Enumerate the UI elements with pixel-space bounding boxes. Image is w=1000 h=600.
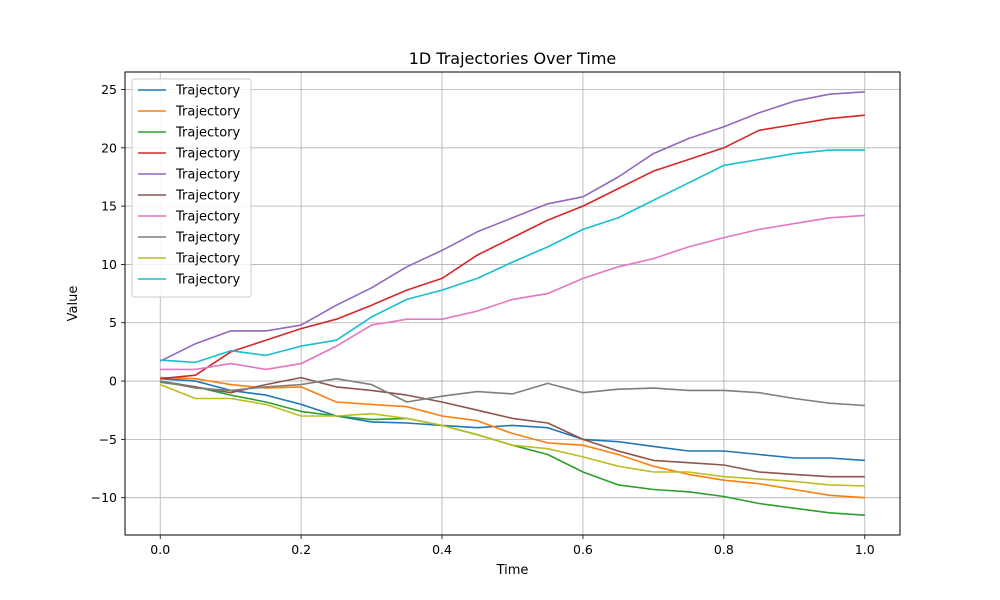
y-tick-label: 10 (101, 257, 117, 272)
legend-label: Trajectory (175, 252, 240, 267)
x-tick-label: 0.0 (150, 542, 170, 557)
series-line-2 (160, 376, 865, 499)
series-line-5 (159, 91, 865, 362)
y-tick-label: 20 (101, 140, 117, 155)
x-axis-label: Time (496, 563, 529, 578)
legend-label: Trajectory (175, 231, 240, 246)
legend: Trajectory Trajectory Trajectory Trajectory… (131, 78, 252, 298)
series-line-9 (159, 383, 865, 487)
legend-label: Trajectory (175, 147, 240, 162)
x-tick-label: 0.8 (714, 542, 734, 557)
legend-label: Trajectory (175, 105, 240, 120)
grid (125, 72, 900, 535)
series-line-8 (160, 377, 865, 407)
x-tick-label: 0.2 (291, 542, 311, 557)
y-axis: −10 −5 0 5 10 15 20 25 (91, 82, 125, 505)
y-axis-label: Value (66, 286, 81, 322)
legend-box (131, 78, 252, 298)
y-tick-label: 15 (101, 199, 117, 214)
legend-label: Trajectory (175, 168, 240, 183)
legend-label: Trajectory (175, 210, 240, 225)
series-line-4 (160, 114, 865, 380)
y-tick-label: 5 (109, 315, 117, 330)
series-group (159, 91, 865, 516)
x-axis: 0.0 0.2 0.4 0.6 0.8 1.0 (150, 535, 875, 557)
legend-label: Trajectory (175, 189, 240, 204)
y-tick-label: 0 (109, 374, 117, 389)
y-tick-label: 25 (101, 82, 117, 97)
x-tick-label: 0.6 (573, 542, 593, 557)
x-tick-label: 1.0 (855, 542, 875, 557)
series-line-1 (160, 377, 865, 462)
plot-frame (124, 71, 901, 536)
legend-label: Trajectory (175, 273, 240, 288)
chart-title: 1D Trajectories Over Time (409, 49, 617, 68)
series-line-10 (160, 149, 865, 364)
y-tick-label: −10 (91, 490, 117, 505)
legend-label: Trajectory (175, 84, 240, 99)
x-tick-label: 0.4 (432, 542, 452, 557)
legend-label: Trajectory (175, 126, 240, 141)
series-line-6 (160, 376, 865, 478)
series-line-7 (160, 214, 865, 371)
y-tick-label: −5 (99, 432, 117, 447)
